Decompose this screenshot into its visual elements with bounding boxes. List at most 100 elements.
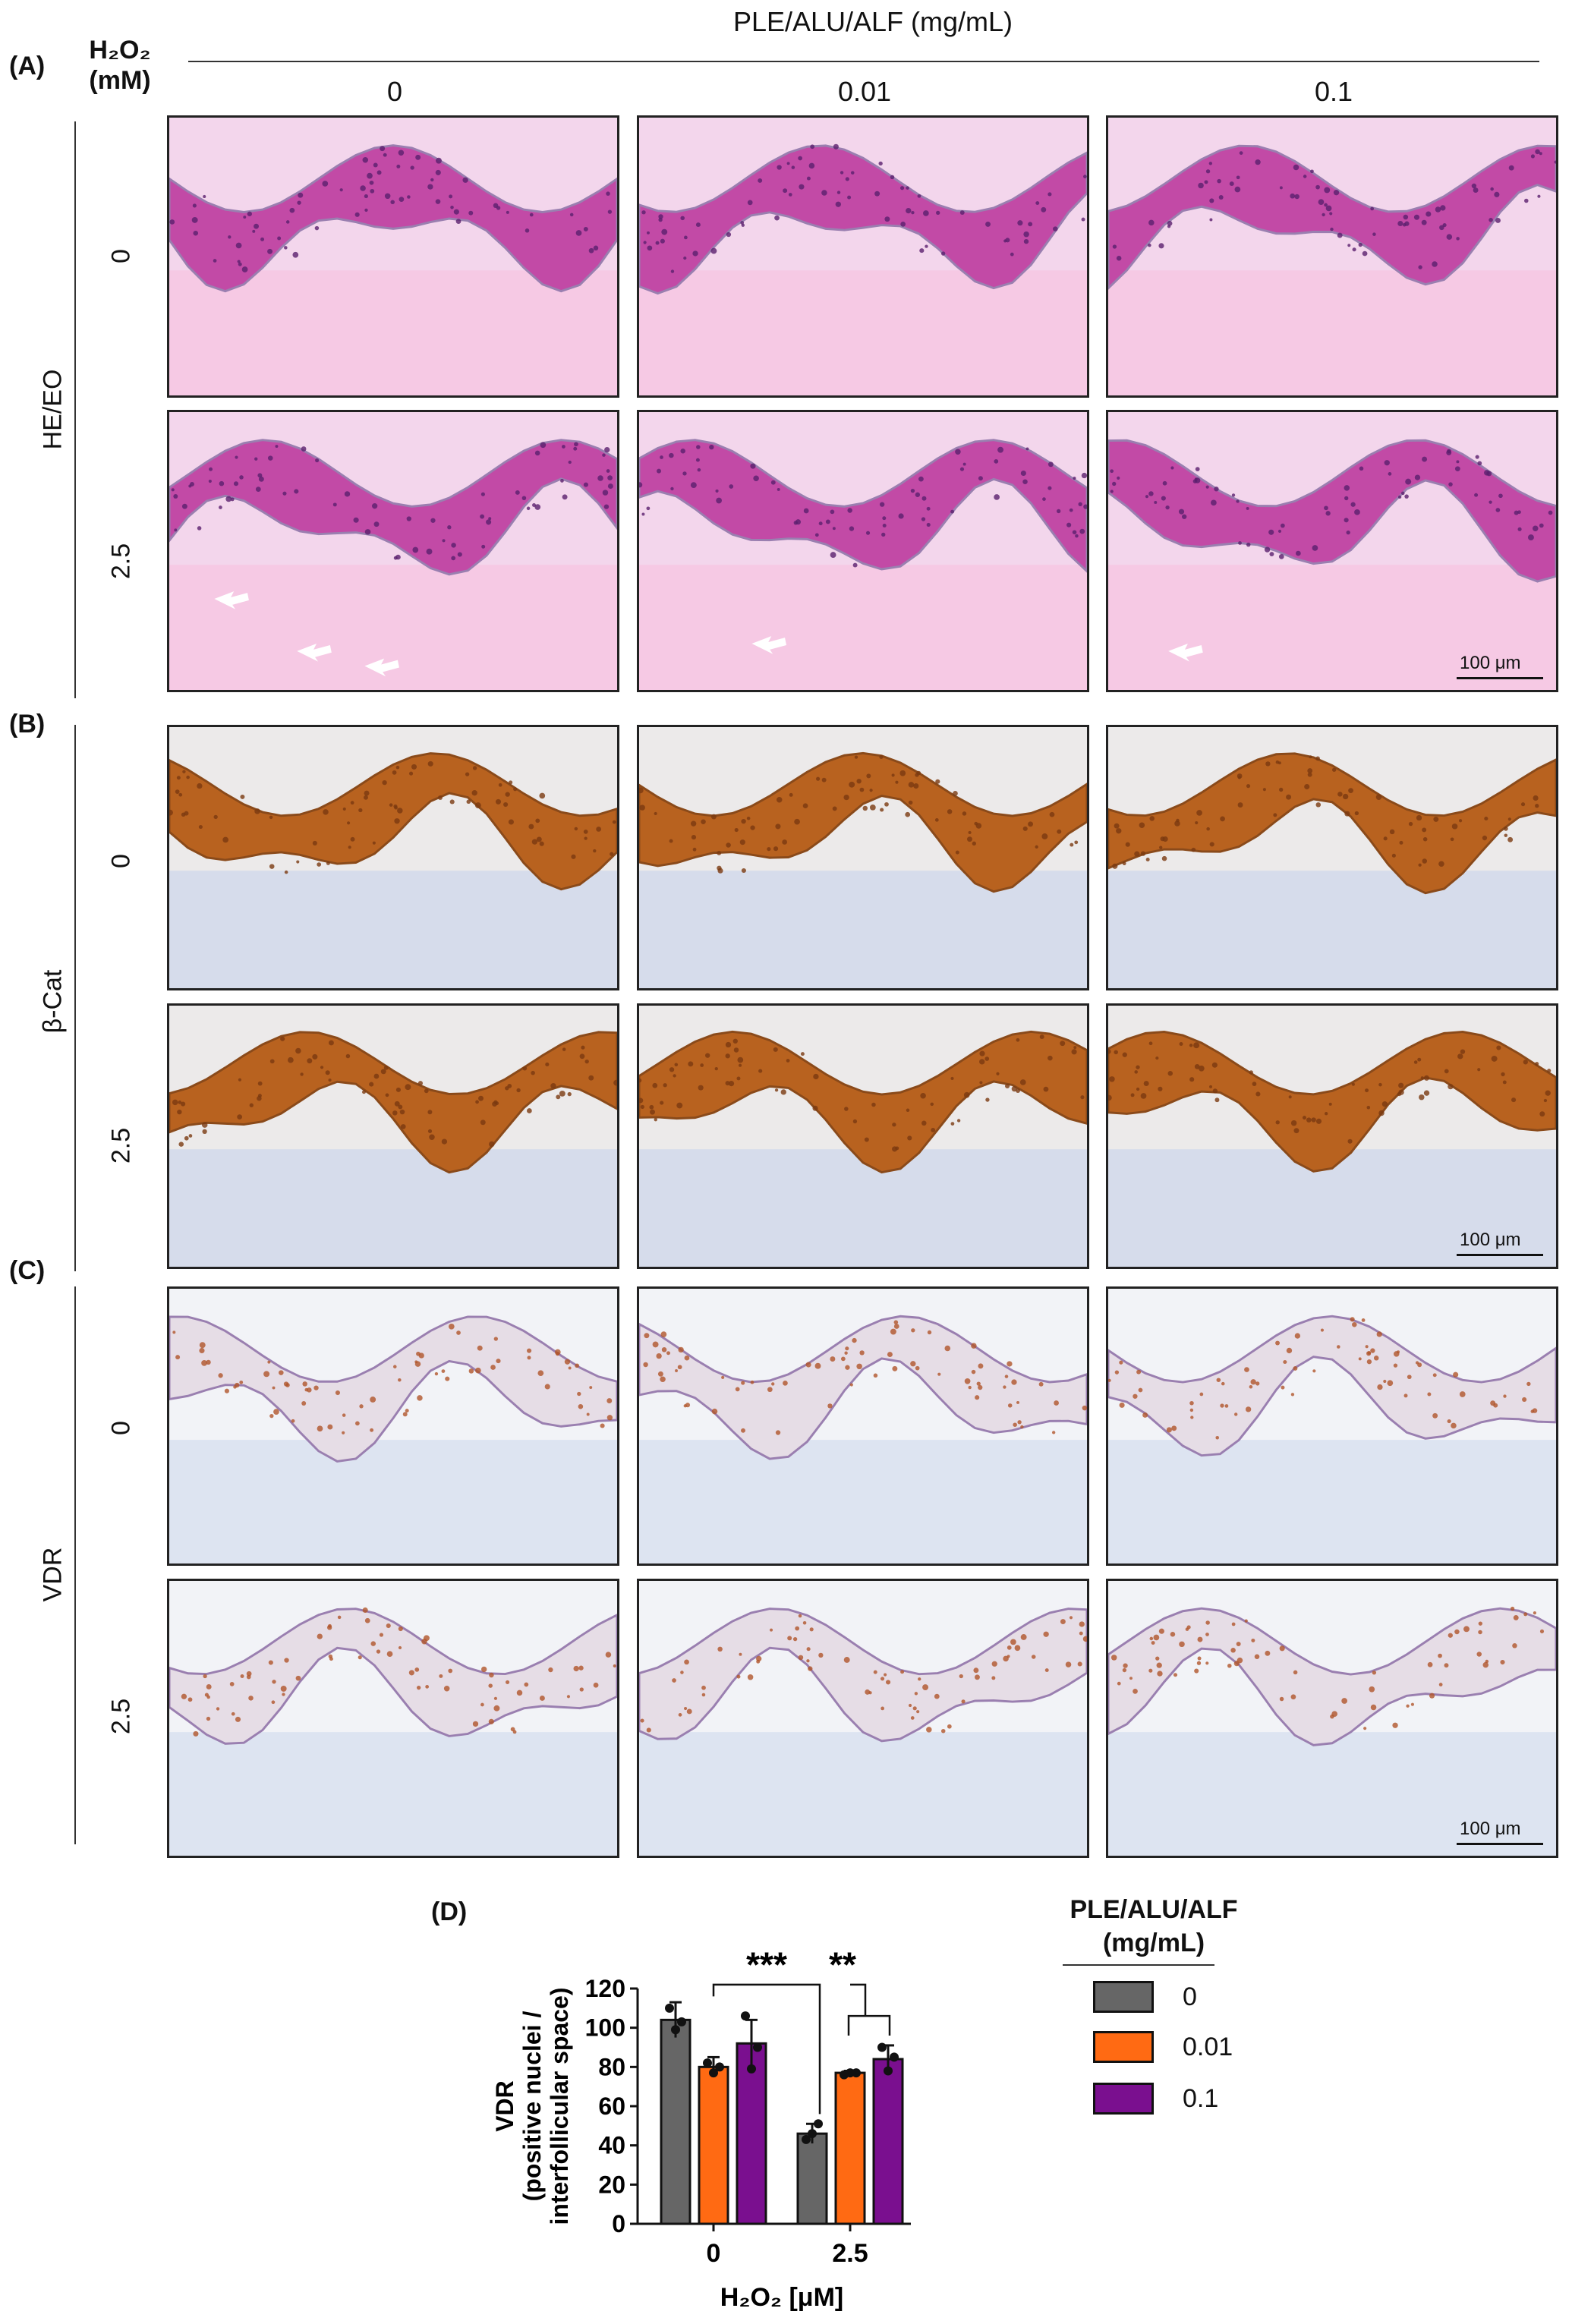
- white-arrow-icon: [1168, 644, 1203, 662]
- micrograph-he-r1-c2: [1106, 410, 1558, 692]
- micrograph-vdr-r1-c2: [1106, 1579, 1558, 1858]
- x-tick-label: 2.5: [832, 2239, 868, 2268]
- scale-bar-line: [1457, 1843, 1543, 1845]
- row-label-vdr-0: 0: [106, 1421, 136, 1435]
- white-arrow-icon: [214, 591, 249, 609]
- micrograph-bcat-r0-c2: [1106, 725, 1558, 990]
- x-tick-label: 0: [707, 2239, 721, 2268]
- scale-bar-line: [1457, 1254, 1543, 1256]
- white-arrow-icon: [751, 636, 787, 654]
- column-label-0-1: 0.1: [1314, 76, 1353, 107]
- data-point: [753, 2042, 762, 2052]
- y-tick-label: 80: [598, 2053, 625, 2080]
- data-point: [671, 2025, 680, 2035]
- bar-0-0.01: [698, 2065, 729, 2225]
- y-axis-label: (positive nuclei /: [518, 2011, 546, 2202]
- y-tick-label: 120: [585, 1975, 625, 2002]
- legend-rule: [1063, 1964, 1214, 1966]
- bar-2.5-0.01: [834, 2071, 866, 2225]
- micrograph-he-r1-c1: [637, 410, 1089, 692]
- significance-label-2: **: [829, 1945, 856, 1985]
- scale-bar-label: 100 μm: [1460, 653, 1521, 673]
- significance-label-1: ***: [746, 1945, 787, 1985]
- legend-label-0-1: 0.1: [1183, 2084, 1219, 2113]
- y-tick-label: 60: [598, 2093, 625, 2120]
- significance-bracket-1: [712, 1983, 821, 2115]
- data-point: [814, 2119, 823, 2129]
- data-point: [877, 2042, 887, 2052]
- micrograph-vdr-r0-c2: [1106, 1286, 1558, 1566]
- data-point: [884, 2066, 893, 2076]
- micrograph-vdr-r0-c1: [637, 1286, 1089, 1566]
- data-point: [703, 2058, 712, 2068]
- legend-swatch-0: [1093, 1981, 1154, 2013]
- x-axis-label: H₂O₂ [μM]: [720, 2283, 843, 2312]
- h2o2-unit: (mM): [89, 66, 151, 95]
- panel-label-a: (A): [9, 52, 46, 80]
- h2o2-label: H₂O₂: [89, 36, 151, 65]
- y-tick-label: 20: [598, 2171, 625, 2198]
- scale-bar-label: 100 μm: [1460, 1230, 1521, 1250]
- legend-swatch-0-1: [1093, 2083, 1154, 2115]
- data-point: [747, 2064, 756, 2074]
- legend-title-line2: (mg/mL): [1102, 1929, 1205, 1957]
- bar-2.5-0: [796, 2132, 828, 2225]
- column-label-0: 0: [386, 76, 403, 107]
- micrograph-bcat-r1-c1: [637, 1003, 1089, 1269]
- data-point: [802, 2134, 811, 2144]
- stain-label-he: HE/EO: [38, 369, 68, 450]
- panel-label-c: (C): [9, 1256, 46, 1285]
- data-point: [852, 2068, 861, 2078]
- data-point: [709, 2068, 718, 2078]
- legend-label-0-01: 0.01: [1183, 2033, 1233, 2061]
- column-label-0-01: 0.01: [837, 76, 892, 107]
- white-arrow-icon: [364, 658, 399, 677]
- y-tick-label: 40: [598, 2132, 625, 2159]
- row-label-vdr-2-5: 2.5: [106, 1698, 136, 1735]
- bar-0-0: [660, 2018, 691, 2225]
- white-arrow-icon: [297, 644, 332, 662]
- micrograph-he-r0-c1: [637, 115, 1089, 398]
- panel-label-b: (B): [9, 710, 46, 738]
- micrograph-vdr-r1-c1: [637, 1579, 1089, 1858]
- legend-swatch-0-01: [1093, 2031, 1154, 2063]
- micrograph-bcat-r1-c2: [1106, 1003, 1558, 1269]
- row-label-bcat-0: 0: [106, 854, 136, 868]
- treatment-header: PLE/ALU/ALF (mg/mL): [732, 6, 1013, 37]
- legend-title: PLE/ALU/ALF (mg/mL): [1040, 1893, 1268, 1960]
- stain-divider-vdr: [74, 1286, 76, 1844]
- bar-2.5-0.1: [872, 2058, 904, 2225]
- panel-label-d: (D): [431, 1897, 468, 1926]
- micrograph-vdr-r0-c0: [167, 1286, 619, 1566]
- data-point: [665, 2003, 674, 2013]
- row-label-bcat-2-5: 2.5: [106, 1127, 136, 1164]
- micrograph-he-r0-c2: [1106, 115, 1558, 398]
- vdr-bar-chart: VDR (positive nuclei / interfollicular spa…: [491, 1945, 911, 2312]
- y-axis-label: interfollicular space): [546, 1988, 573, 2225]
- micrograph-vdr-r1-c0: [167, 1579, 619, 1858]
- legend-title-line1: PLE/ALU/ALF: [1070, 1895, 1238, 1924]
- stain-divider-bcat: [74, 725, 76, 1271]
- h2o2-header: H₂O₂ (mM): [82, 35, 158, 96]
- row-label-he-0: 0: [106, 249, 136, 263]
- data-point: [715, 2062, 724, 2072]
- micrograph-he-r0-c0: [167, 115, 619, 398]
- stain-divider-he: [74, 121, 76, 698]
- micrograph-bcat-r1-c0: [167, 1003, 619, 1269]
- scale-bar-label: 100 μm: [1460, 1819, 1521, 1839]
- micrograph-bcat-r0-c0: [167, 725, 619, 990]
- significance-bracket-2b: [847, 2014, 891, 2036]
- row-label-he-2-5: 2.5: [106, 543, 136, 580]
- data-point: [677, 2017, 686, 2026]
- micrograph-he-r1-c0: [167, 410, 619, 692]
- stain-label-bcat: β-Cat: [38, 969, 68, 1034]
- data-point: [808, 2129, 817, 2139]
- legend-label-0: 0: [1183, 1982, 1197, 2011]
- y-tick-label: 0: [612, 2210, 625, 2237]
- significance-bracket-2: [850, 1983, 867, 2017]
- y-axis-label: VDR: [491, 2080, 518, 2132]
- micrograph-bcat-r0-c1: [637, 725, 1089, 990]
- stain-label-vdr: VDR: [38, 1547, 68, 1602]
- y-tick-label: 100: [585, 2014, 625, 2042]
- data-point: [890, 2052, 899, 2062]
